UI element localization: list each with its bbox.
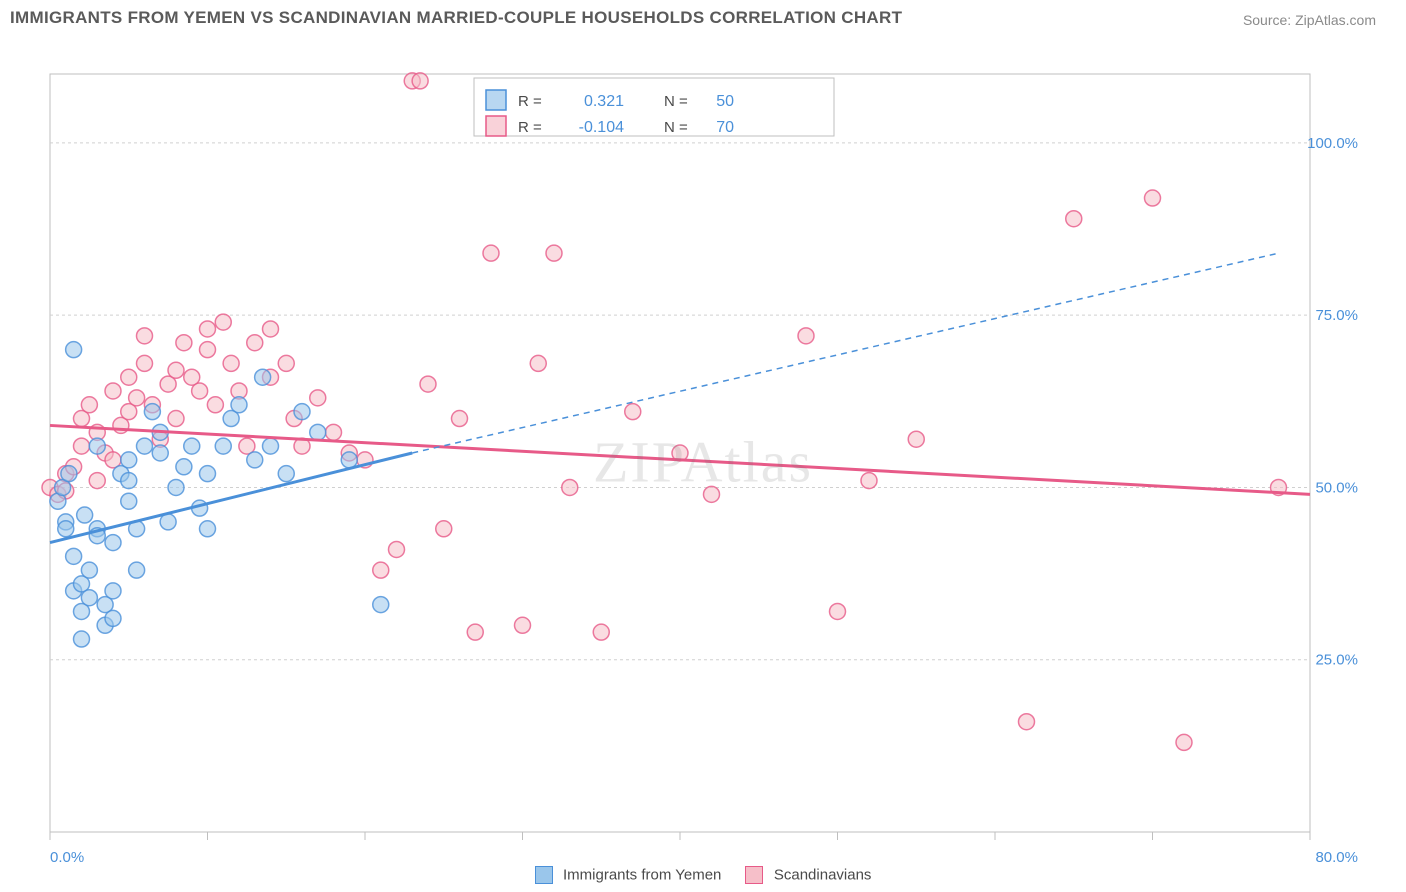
swatch-icon xyxy=(745,866,763,884)
y-axis-label: Married-couple Households xyxy=(0,195,1,378)
svg-text:25.0%: 25.0% xyxy=(1315,652,1358,669)
legend-label: Scandinavians xyxy=(774,866,872,883)
chart-title: IMMIGRANTS FROM YEMEN VS SCANDINAVIAN MA… xyxy=(10,8,902,28)
svg-text:70: 70 xyxy=(716,119,734,136)
svg-text:50.0%: 50.0% xyxy=(1315,479,1358,496)
svg-text:0.0%: 0.0% xyxy=(50,849,84,866)
svg-text:100.0%: 100.0% xyxy=(1307,135,1358,152)
svg-text:75.0%: 75.0% xyxy=(1315,307,1358,324)
svg-text:-0.104: -0.104 xyxy=(579,119,624,136)
legend-item-yemen: Immigrants from Yemen xyxy=(535,866,722,884)
svg-text:50: 50 xyxy=(716,93,734,110)
scatter-chart: 25.0% 50.0% 75.0% 100.0% 0.0% 80.0% R = 0.321 N … xyxy=(0,32,1406,892)
legend-label: Immigrants from Yemen xyxy=(563,866,721,883)
source-label: Source: ZipAtlas.com xyxy=(1243,12,1376,28)
svg-text:80.0%: 80.0% xyxy=(1315,849,1358,866)
bottom-legend: Immigrants from Yemen Scandinavians xyxy=(0,866,1406,884)
svg-text:N =: N = xyxy=(664,119,688,136)
svg-text:N =: N = xyxy=(664,93,688,110)
chart-area: Married-couple Households 25.0% 50.0% 75.0… xyxy=(0,32,1406,892)
swatch-icon xyxy=(535,866,553,884)
svg-text:R =: R = xyxy=(518,93,542,110)
svg-text:0.321: 0.321 xyxy=(584,93,624,110)
svg-text:R =: R = xyxy=(518,119,542,136)
legend-item-scandinavians: Scandinavians xyxy=(745,866,871,884)
